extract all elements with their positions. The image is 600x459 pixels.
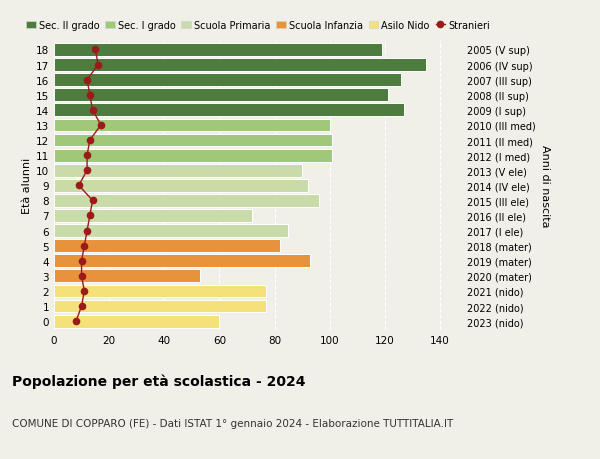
Bar <box>54 285 266 298</box>
Text: COMUNE DI COPPARO (FE) - Dati ISTAT 1° gennaio 2024 - Elaborazione TUTTITALIA.IT: COMUNE DI COPPARO (FE) - Dati ISTAT 1° g… <box>12 418 453 428</box>
Bar <box>54 255 310 268</box>
Bar <box>54 210 253 223</box>
Bar <box>54 44 382 57</box>
Bar <box>54 89 388 102</box>
Bar <box>54 179 308 192</box>
Bar <box>54 119 329 132</box>
Text: Popolazione per età scolastica - 2024: Popolazione per età scolastica - 2024 <box>12 374 305 389</box>
Bar <box>54 104 404 117</box>
Bar <box>54 224 289 237</box>
Bar <box>54 270 200 283</box>
Bar <box>54 134 332 147</box>
Bar <box>54 315 220 328</box>
Legend: Sec. II grado, Sec. I grado, Scuola Primaria, Scuola Infanzia, Asilo Nido, Stran: Sec. II grado, Sec. I grado, Scuola Prim… <box>26 21 490 31</box>
Bar <box>54 240 280 252</box>
Bar <box>54 149 332 162</box>
Y-axis label: Età alunni: Età alunni <box>22 158 32 214</box>
Bar <box>54 300 266 313</box>
Bar <box>54 164 302 177</box>
Bar <box>54 74 401 87</box>
Y-axis label: Anni di nascita: Anni di nascita <box>539 145 550 227</box>
Bar <box>54 59 426 72</box>
Bar <box>54 195 319 207</box>
